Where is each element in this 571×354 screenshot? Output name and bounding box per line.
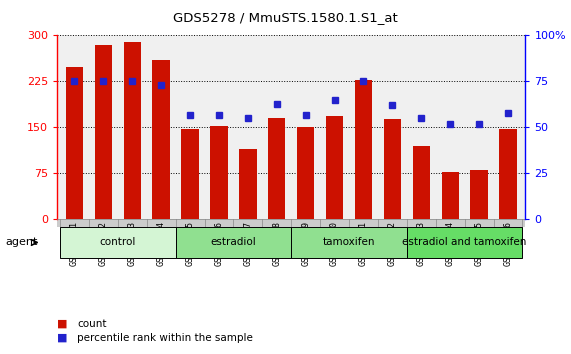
Bar [326, 116, 343, 219]
Bar [268, 118, 286, 219]
Text: agent: agent [6, 238, 38, 247]
Bar [413, 146, 430, 219]
Text: estradiol and tamoxifen: estradiol and tamoxifen [403, 238, 527, 247]
Text: count: count [77, 319, 107, 329]
Bar [152, 60, 170, 219]
Bar [66, 67, 83, 219]
Text: ■: ■ [57, 319, 67, 329]
Bar [123, 41, 141, 219]
Text: control: control [99, 238, 136, 247]
Text: tamoxifen: tamoxifen [323, 238, 375, 247]
Bar [95, 45, 112, 219]
Bar [210, 126, 228, 219]
Bar [441, 172, 459, 219]
Text: percentile rank within the sample: percentile rank within the sample [77, 333, 253, 343]
Bar [297, 127, 314, 219]
Text: estradiol: estradiol [211, 238, 256, 247]
Bar [499, 129, 517, 219]
Bar [384, 119, 401, 219]
Bar [471, 170, 488, 219]
Bar [182, 129, 199, 219]
Bar [355, 80, 372, 219]
Text: ■: ■ [57, 333, 67, 343]
Text: GDS5278 / MmuSTS.1580.1.S1_at: GDS5278 / MmuSTS.1580.1.S1_at [173, 11, 398, 24]
Bar [239, 149, 256, 219]
